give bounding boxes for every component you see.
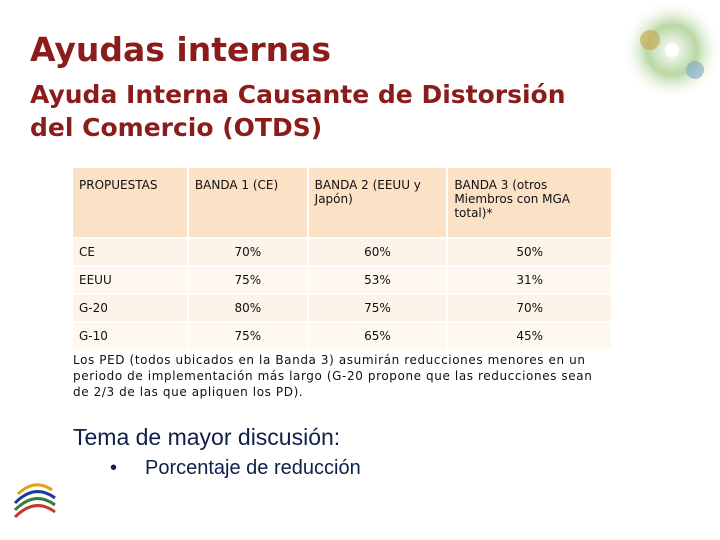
table-cell: 60% (307, 237, 449, 266)
table-cell: 65% (307, 321, 449, 349)
subtitle-line: del Comercio (OTDS) (30, 113, 323, 142)
column-header: BANDA 3 (otros Miembros con MGA total)* (447, 168, 613, 238)
column-header: BANDA 1 (CE) (187, 168, 309, 238)
table-cell: 70% (187, 237, 309, 266)
table-cell: 50% (447, 237, 613, 266)
title: Ayudas internas (30, 30, 332, 69)
table-cell: 45% (447, 321, 613, 349)
table-cell: G-20 (73, 293, 189, 322)
table-cell: 75% (307, 293, 449, 322)
table-body: CE 70% 60% 50% EEUU 75% 53% 31% G-20 80% 75% 70% G-1… (73, 237, 613, 349)
wto-logo (13, 483, 56, 519)
bullet: Porcentaje de reducción (110, 457, 361, 480)
topic-heading: Tema de mayor discusión: (73, 424, 341, 450)
column-header: PROPUESTAS (73, 168, 189, 238)
table-row: EEUU 75% 53% 31% (73, 265, 613, 294)
table-cell: 80% (187, 293, 309, 322)
subtitle-line: Ayuda Interna Causante de Distorsión (30, 80, 566, 109)
table-row: G-20 80% 75% 70% (73, 293, 613, 322)
bullet-list: Porcentaje de reducción (110, 457, 361, 480)
table-cell: CE (73, 237, 189, 266)
table-row: CE 70% 60% 50% (73, 237, 613, 266)
table-cell: EEUU (73, 265, 189, 294)
decor-flower (622, 0, 720, 100)
table: PROPUESTAS BANDA 1 (CE) BANDA 2 (EEUU y Ja… (73, 168, 613, 349)
column-header: BANDA 2 (EEUU y Japón) (307, 168, 449, 238)
table-cell: 75% (187, 321, 309, 349)
table-cell: 75% (187, 265, 309, 294)
header-row: PROPUESTAS BANDA 1 (CE) BANDA 2 (EEUU y Ja… (73, 168, 613, 238)
subtitle: Ayuda Interna Causante de Distorsión del… (30, 78, 566, 144)
table-cell: 70% (447, 293, 613, 322)
table-cell: 53% (307, 265, 449, 294)
table-cell: 31% (447, 265, 613, 294)
note: Los PED (todos ubicados en la Banda 3) a… (73, 353, 593, 399)
table-row: G-10 75% 65% 45% (73, 321, 613, 349)
table-cell: G-10 (73, 321, 189, 349)
